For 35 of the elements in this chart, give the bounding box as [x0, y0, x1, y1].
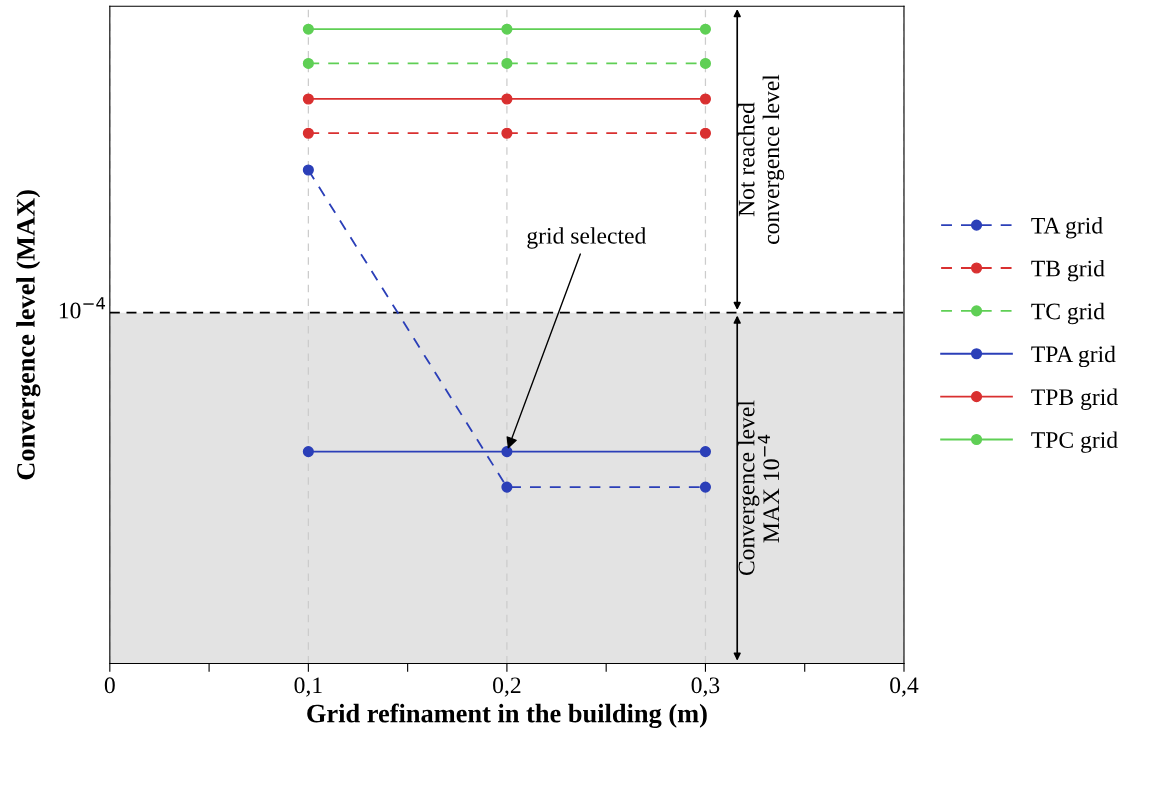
legend-label: TPA grid	[1031, 345, 1116, 368]
point	[302, 446, 314, 458]
point	[699, 57, 712, 69]
legend-label: TC grid	[1031, 302, 1105, 325]
point	[699, 446, 712, 458]
ref-line-label: 10$^{−4}$	[59, 297, 106, 319]
point	[501, 481, 513, 493]
annotation: Not reached convergence level	[737, 74, 785, 244]
point	[699, 127, 712, 139]
band-label: Convergence level MAX 10$^{−4}$	[737, 400, 780, 576]
x-tick-label: 0,2	[493, 677, 521, 697]
point	[699, 93, 712, 105]
x-axis-title: Grid refinament in the building (m)	[307, 703, 707, 729]
point	[699, 481, 712, 493]
point	[501, 127, 513, 139]
point	[501, 446, 513, 458]
point	[302, 57, 314, 69]
legend-label: TPB grid	[1031, 388, 1118, 410]
legend-label: TPC grid	[1031, 431, 1118, 453]
y-axis-title: Convergence level (MAX)	[16, 190, 41, 480]
x-tick-label: 0,4	[890, 677, 919, 697]
point	[699, 23, 712, 35]
legend-label: TB grid	[1031, 259, 1105, 282]
x-tick-label: 0,3	[691, 677, 720, 697]
point	[501, 57, 513, 69]
point	[501, 23, 513, 35]
point	[302, 164, 314, 176]
x-tick-label: 0,1	[294, 677, 322, 697]
point	[302, 93, 314, 105]
annotation: grid selected	[527, 227, 647, 249]
x-tick-label: 0	[104, 677, 115, 694]
legend-label: TA grid	[1031, 217, 1103, 239]
point	[302, 23, 314, 35]
point	[302, 127, 314, 139]
point	[501, 93, 513, 105]
